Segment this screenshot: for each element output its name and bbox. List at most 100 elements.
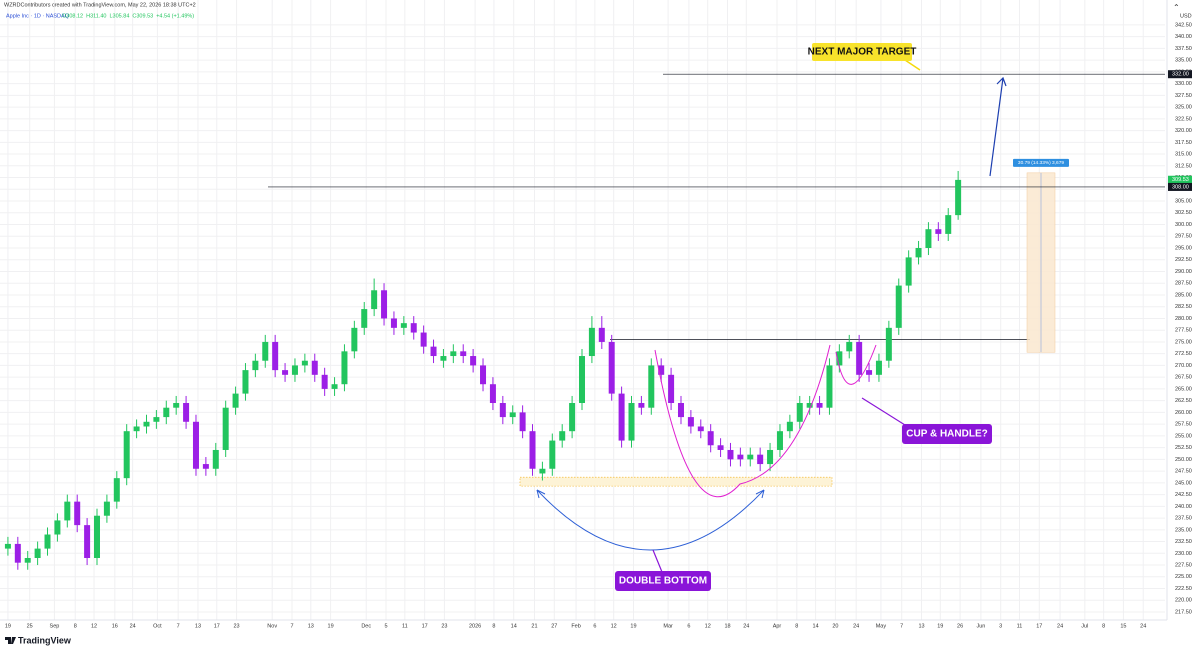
x-tick-label: Mar: [663, 623, 673, 629]
candle-body: [905, 257, 912, 286]
y-tick-label: 257.50: [1175, 422, 1192, 428]
price-label-bg: [1168, 175, 1192, 184]
y-tick-label: 272.50: [1175, 351, 1192, 357]
x-tick-label: 6: [593, 623, 596, 629]
candle-body: [717, 445, 724, 450]
y-tick-label: 337.50: [1175, 46, 1192, 52]
x-tick-label: 20: [832, 623, 838, 629]
candle-body: [489, 384, 496, 403]
y-tick-label: 300.00: [1175, 222, 1192, 228]
candle-body: [113, 478, 120, 502]
price-label: 308.00: [1172, 184, 1189, 190]
candle-body: [133, 426, 140, 432]
candle-body: [202, 464, 209, 469]
y-tick-label: 342.50: [1175, 22, 1192, 28]
x-tick-label: 18: [724, 623, 730, 629]
x-tick-label: 7: [900, 623, 903, 629]
target-arrow: [989, 76, 1007, 177]
cup-text: CUP & HANDLE?: [906, 429, 987, 440]
candle-body: [588, 327, 595, 357]
y-tick-label: 330.00: [1175, 81, 1192, 87]
y-tick-label: 312.50: [1175, 163, 1192, 169]
x-tick-label: 24: [130, 623, 136, 629]
candle-body: [291, 365, 298, 375]
candle-body: [351, 327, 358, 352]
candle-body: [638, 403, 645, 408]
candle-body: [381, 290, 388, 319]
x-tick-label: 8: [492, 623, 495, 629]
y-tick-label: 325.00: [1175, 105, 1192, 111]
candle-body: [628, 403, 635, 441]
x-tick-label: 19: [5, 623, 11, 629]
y-tick-label: 255.00: [1175, 433, 1192, 439]
y-tick-label: 220.00: [1175, 598, 1192, 604]
y-tick-label: 270.00: [1175, 363, 1192, 369]
cup-box: [902, 424, 992, 444]
candle-body: [430, 346, 437, 357]
price-label-bg: [1168, 70, 1192, 79]
candle-body: [371, 290, 378, 310]
candle-body: [64, 501, 71, 521]
x-tick-label: 14: [813, 623, 819, 629]
candle-body: [460, 351, 467, 357]
x-tick-label: 15: [1120, 623, 1126, 629]
y-tick-label: 280.00: [1175, 316, 1192, 322]
y-tick-label: 295.00: [1175, 245, 1192, 251]
candle-body: [707, 431, 714, 446]
y-tick-label: 230.00: [1175, 551, 1192, 557]
candle-body: [420, 332, 427, 347]
candle-body: [915, 248, 922, 258]
candle-body: [509, 412, 516, 418]
x-tick-label: 23: [234, 623, 240, 629]
y-tick-label: 335.00: [1175, 58, 1192, 64]
x-tick-label: 24: [743, 623, 749, 629]
candle-body: [668, 374, 675, 403]
y-tick-label: 222.50: [1175, 586, 1192, 592]
candle-body: [24, 558, 31, 563]
candle-body: [4, 543, 11, 549]
x-tick-label: 19: [328, 623, 334, 629]
x-tick-label: Jul: [1081, 623, 1088, 629]
candle-body: [361, 309, 368, 328]
y-tick-label: 237.50: [1175, 516, 1192, 522]
candle-body: [331, 384, 338, 389]
candle-body: [737, 454, 744, 460]
candle-body: [895, 285, 902, 328]
x-tick-label: 12: [611, 623, 617, 629]
target-text: NEXT MAJOR TARGET: [808, 47, 917, 58]
candle-body: [400, 323, 407, 328]
y-tick-label: 217.50: [1175, 609, 1192, 615]
candle-body: [252, 360, 259, 371]
y-tick-label: 290.00: [1175, 269, 1192, 275]
y-tick-label: 287.50: [1175, 281, 1192, 287]
x-tick-label: 12: [91, 623, 97, 629]
candle-body: [618, 393, 625, 441]
x-tick-label: 13: [308, 623, 314, 629]
candle-body: [747, 454, 754, 460]
target-pointer: [904, 59, 921, 71]
candle-body: [499, 403, 506, 418]
candle-body: [321, 374, 328, 389]
y-tick-label: 292.50: [1175, 257, 1192, 263]
x-tick-label: 7: [177, 623, 180, 629]
candle-body: [598, 327, 605, 342]
y-tick-label: 275.00: [1175, 339, 1192, 345]
candle-body: [885, 327, 892, 361]
ohlc-value: H311.40: [86, 13, 106, 19]
candle-body: [875, 360, 882, 375]
ohlc-value: L305.84: [110, 13, 130, 19]
symbol: Apple Inc · 1D · NASDAQ: [6, 13, 70, 19]
candle-body: [192, 421, 199, 469]
candle-body: [301, 360, 308, 366]
double-bottom-pointer: [652, 549, 663, 573]
candle-body: [925, 229, 932, 248]
candle-body: [242, 370, 249, 394]
y-tick-label: 232.50: [1175, 539, 1192, 545]
drawings: [536, 59, 1007, 573]
y-tick-label: 250.00: [1175, 457, 1192, 463]
x-tick-label: 16: [112, 623, 118, 629]
candle-body: [123, 431, 130, 479]
x-tick-label: 6: [687, 623, 690, 629]
y-tick-label: 235.00: [1175, 527, 1192, 533]
x-tick-label: 13: [195, 623, 201, 629]
